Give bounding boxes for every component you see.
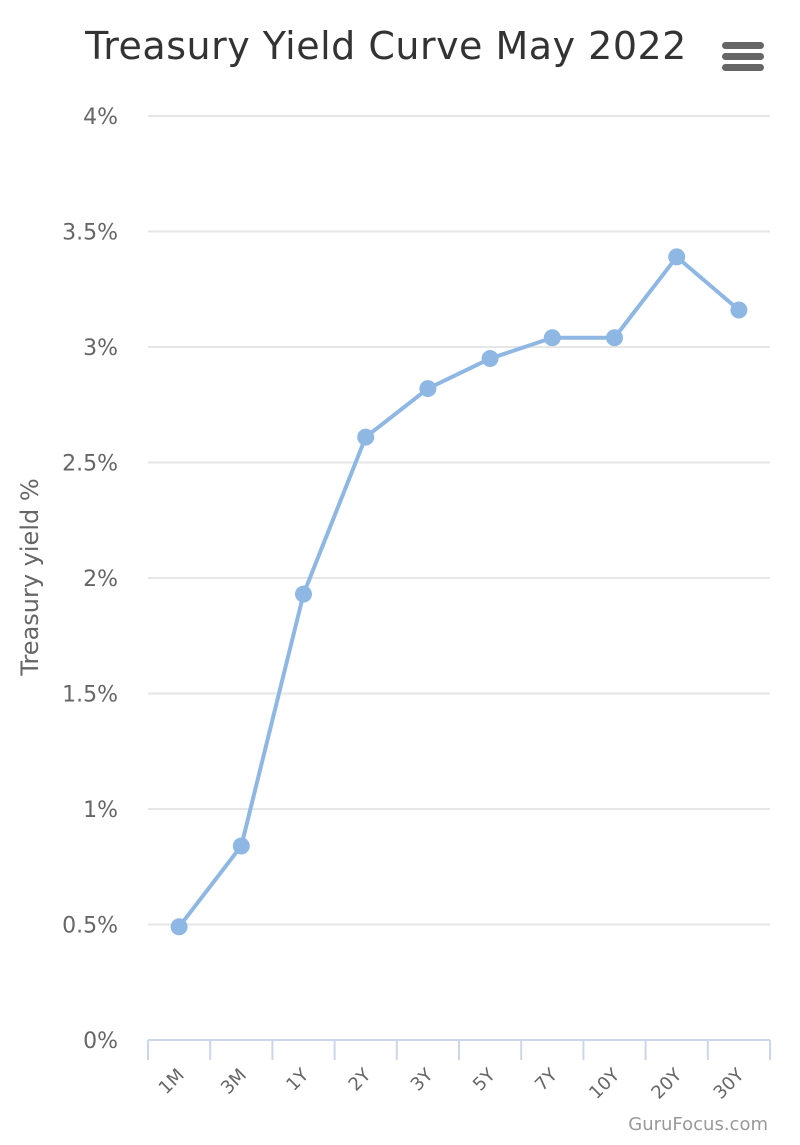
data-point[interactable]: [170, 918, 188, 936]
data-point[interactable]: [232, 837, 250, 855]
x-tick-label: 5Y: [469, 1064, 500, 1095]
data-point[interactable]: [543, 329, 561, 347]
data-point[interactable]: [730, 301, 748, 319]
y-tick-label: 4%: [83, 105, 118, 130]
credits-link[interactable]: GuruFocus.com: [628, 1114, 768, 1135]
grid-lines: [148, 115, 770, 926]
y-axis-title: Treasury yield %: [16, 478, 44, 676]
x-axis-tick-labels: 1M 3M 1Y 2Y 3Y 5Y 7Y 10Y 20Y 30Y: [155, 1064, 749, 1104]
x-tick-label: 30Y: [710, 1064, 750, 1104]
y-tick-label: 1.5%: [62, 683, 118, 708]
chart-title: Treasury Yield Curve May 2022: [85, 24, 687, 68]
hamburger-menu-icon-bar: [722, 53, 764, 60]
y-tick-label: 0.5%: [62, 914, 118, 939]
y-tick-label: 3%: [83, 336, 118, 361]
x-tick-label: 3M: [217, 1065, 251, 1099]
chart-menu-button[interactable]: [722, 42, 764, 74]
data-point[interactable]: [606, 329, 623, 347]
data-point[interactable]: [295, 585, 312, 603]
series-line-path: [177, 254, 741, 929]
y-tick-label: 2%: [83, 567, 118, 592]
x-tick-label: 3Y: [407, 1064, 438, 1095]
y-tick-label: 0%: [83, 1029, 118, 1054]
data-point[interactable]: [481, 350, 499, 368]
x-tick-label: 1M: [155, 1065, 189, 1099]
data-point[interactable]: [668, 248, 686, 266]
x-axis: [147, 1039, 771, 1060]
y-tick-label: 1%: [83, 798, 118, 823]
x-tick-label: 10Y: [585, 1064, 625, 1104]
x-tick-label: 7Y: [531, 1064, 562, 1095]
hamburger-menu-icon-bar: [722, 64, 764, 71]
hamburger-menu-icon: [722, 42, 764, 49]
y-axis-tick-labels: 0% 0.5% 1% 1.5% 2% 2.5% 3% 3.5% 4%: [62, 105, 118, 1054]
y-tick-label: 3.5%: [62, 221, 118, 246]
series-points: [170, 248, 748, 936]
series-line: [177, 254, 741, 929]
data-point[interactable]: [419, 380, 437, 398]
x-tick-label: 2Y: [345, 1064, 376, 1095]
y-tick-label: 2.5%: [62, 452, 118, 477]
x-tick-label: 1Y: [282, 1064, 313, 1095]
data-point[interactable]: [357, 428, 375, 446]
x-tick-label: 20Y: [647, 1064, 687, 1104]
